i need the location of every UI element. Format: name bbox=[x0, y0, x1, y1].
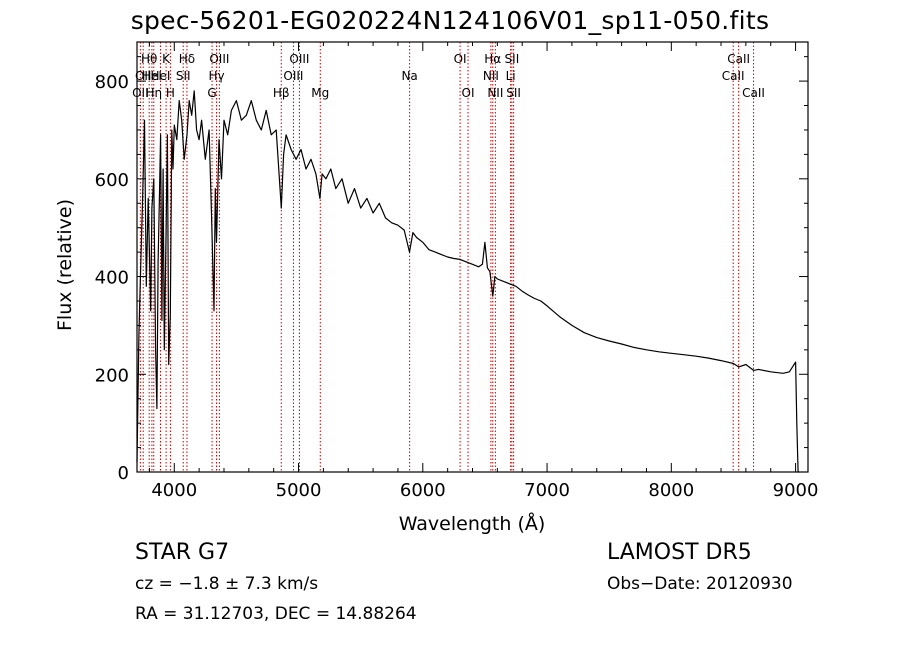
line-marker-label: CaII bbox=[722, 69, 745, 83]
line-marker-label: OI bbox=[454, 52, 467, 66]
line-marker-label: Hη bbox=[145, 86, 162, 100]
x-tick-label: 9000 bbox=[773, 480, 819, 501]
ra-dec-coordinates: RA = 31.12703, DEC = 14.88264 bbox=[135, 604, 417, 624]
line-marker-label: SII bbox=[176, 69, 191, 83]
line-marker-label: HeI bbox=[151, 69, 171, 83]
line-marker-label: Hγ bbox=[208, 69, 224, 83]
star-classification: STAR G7 bbox=[135, 540, 230, 565]
redshift-velocity: cz = −1.8 ± 7.3 km/s bbox=[135, 574, 319, 594]
line-marker-label: HeI bbox=[142, 69, 162, 83]
x-axis-ticks: 4000 5000 6000 7000 8000 9000 bbox=[148, 42, 819, 501]
y-tick-label: 600 bbox=[95, 170, 129, 191]
line-marker-label: OII bbox=[132, 86, 149, 100]
y-tick-label: 400 bbox=[95, 268, 129, 289]
line-marker-label: CaII bbox=[727, 52, 750, 66]
line-marker-label: OI bbox=[462, 86, 475, 100]
line-marker-label: G bbox=[207, 86, 216, 100]
x-tick-label: 6000 bbox=[400, 480, 446, 501]
chart-title: spec-56201-EG020224N124106V01_sp11-050.f… bbox=[130, 6, 770, 35]
line-marker-label: K bbox=[162, 52, 171, 66]
y-tick-label: 0 bbox=[118, 463, 129, 484]
line-marker-label: Na bbox=[401, 69, 417, 83]
line-marker-label: Mg bbox=[311, 86, 329, 100]
line-marker-label: CaII bbox=[742, 86, 765, 100]
line-marker-label: OIII bbox=[283, 69, 303, 83]
y-tick-label: 800 bbox=[95, 72, 129, 93]
observation-date: Obs−Date: 20120930 bbox=[607, 574, 793, 594]
x-tick-label: 4000 bbox=[151, 480, 197, 501]
y-axis-label: Flux (relative) bbox=[54, 198, 76, 332]
x-axis-label: Wavelength (Å) bbox=[398, 513, 546, 535]
line-marker-label: H bbox=[166, 86, 175, 100]
line-marker-label: SII bbox=[506, 86, 521, 100]
line-marker-label: Hδ bbox=[179, 52, 195, 66]
emission-line-labels: OIIOIIHθHeIHηHeIKHSIIHδGHγOIIIHβOIIIOIII… bbox=[132, 52, 765, 100]
line-marker-label: Hθ bbox=[141, 52, 157, 66]
x-tick-label: 5000 bbox=[276, 480, 322, 501]
line-marker-label: OIII bbox=[209, 52, 229, 66]
line-marker-label: OII bbox=[135, 69, 152, 83]
line-marker-label: NII bbox=[487, 86, 503, 100]
y-axis-ticks: 0 200 400 600 800 bbox=[95, 56, 808, 484]
x-tick-label: 8000 bbox=[648, 480, 694, 501]
line-marker-label: Hα bbox=[484, 52, 501, 66]
line-marker-label: Li bbox=[506, 69, 516, 83]
line-marker-label: NII bbox=[483, 69, 499, 83]
line-marker-label: OIII bbox=[289, 52, 309, 66]
y-tick-label: 200 bbox=[95, 365, 129, 386]
survey-release: LAMOST DR5 bbox=[607, 540, 752, 565]
line-marker-label: Hβ bbox=[273, 86, 290, 100]
emission-line-markers bbox=[139, 42, 755, 472]
line-marker-label: SII bbox=[505, 52, 520, 66]
x-tick-label: 7000 bbox=[524, 480, 570, 501]
flux-spectrum-line bbox=[136, 90, 800, 473]
